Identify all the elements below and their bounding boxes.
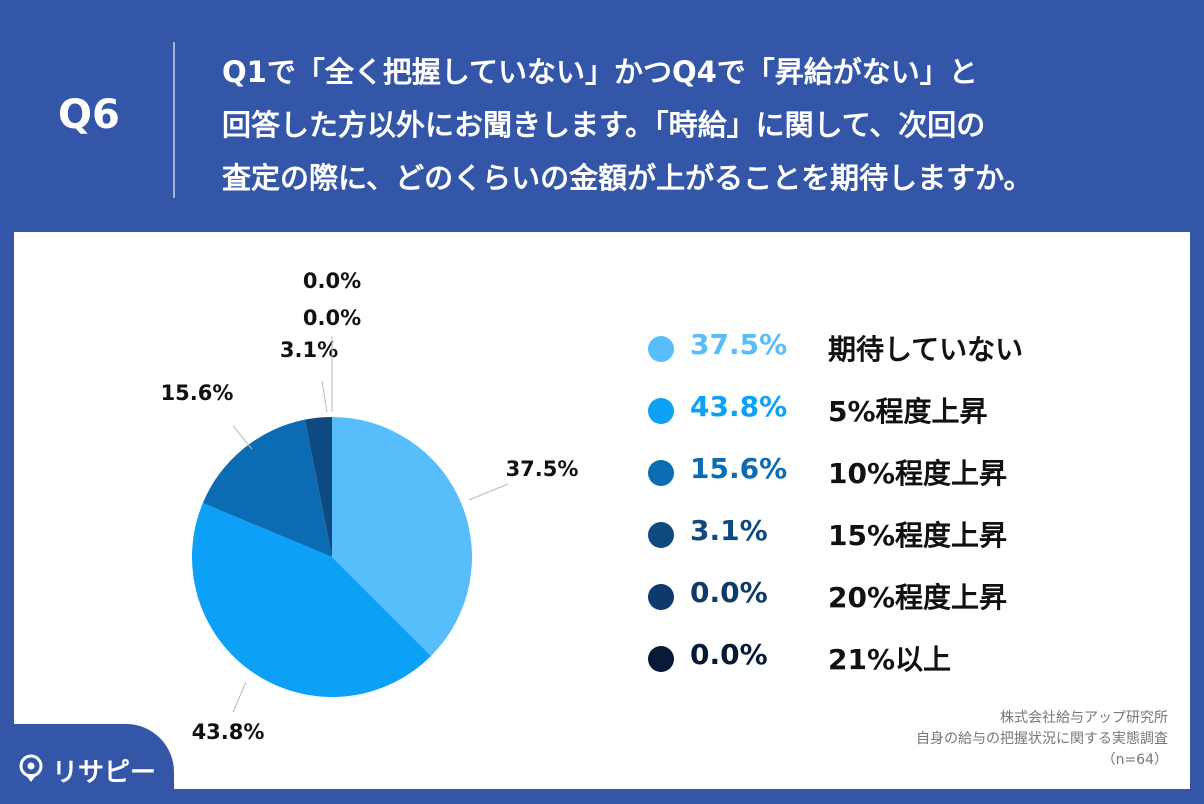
question-line-2: 回答した方以外にお聞きします。「時給」に関して、次回の: [222, 108, 986, 142]
legend-dot: [648, 522, 674, 548]
pie-slice-5pct: [192, 503, 431, 697]
data-label-21pct-plus: 0.0%: [303, 269, 361, 293]
legend-dot: [648, 336, 674, 362]
leader-line-15pct: [321, 380, 328, 413]
data-label-no-expectation: 37.5%: [506, 457, 579, 481]
legend-percent: 37.5%: [690, 328, 788, 361]
legend-percent: 43.8%: [690, 390, 788, 423]
legend-label: 10%程度上昇: [828, 457, 1008, 490]
legend-label: 期待していない: [828, 333, 1024, 366]
legend-dot: [648, 460, 674, 486]
source-survey: 自身の給与の把握状況に関する実態調査: [916, 731, 1168, 747]
legend-percent: 0.0%: [690, 576, 768, 609]
source-note: 株式会社給与アップ研究所 自身の給与の把握状況に関する実態調査 （n=64）: [916, 708, 1168, 771]
pie-slice-10pct: [202, 419, 332, 557]
pie-slice-15pct: [304, 417, 332, 557]
question-line-1: Q1で「全く把握していない」かつQ4で「昇給がない」と: [222, 55, 978, 89]
data-label-5pct: 43.8%: [192, 720, 265, 744]
legend-dot: [648, 646, 674, 672]
leader-line-5pct: [232, 681, 247, 713]
legend-label: 21%以上: [828, 643, 952, 676]
data-label-10pct: 15.6%: [161, 381, 234, 405]
brand-name: リサピー: [52, 758, 157, 788]
legend-label: 20%程度上昇: [828, 581, 1008, 614]
pie-slice-no-expectation: [332, 417, 472, 656]
sample-size: （n=64）: [1101, 752, 1168, 768]
brand-logo: リサピー: [0, 724, 174, 804]
legend-dot: [648, 584, 674, 610]
leader-line-10pct: [232, 425, 253, 450]
question-number: Q6: [58, 92, 120, 138]
header-divider: [173, 42, 175, 198]
legend-label: 5%程度上昇: [828, 395, 988, 428]
source-company: 株式会社給与アップ研究所: [1000, 710, 1168, 726]
legend-percent: 3.1%: [690, 514, 768, 547]
pie-chart: 37.5% 43.8% 15.6% 3.1% 0.0% 0.0%: [161, 269, 579, 744]
legend-percent: 0.0%: [690, 638, 768, 671]
leader-line-no-expectation: [468, 483, 509, 501]
question-line-3: 査定の際に、どのくらいの金額が上がることを期待しますか。: [222, 161, 1033, 195]
data-label-20pct: 0.0%: [303, 306, 361, 330]
legend-label: 15%程度上昇: [828, 519, 1008, 552]
legend-percent: 15.6%: [690, 452, 788, 485]
question-text: Q1で「全く把握していない」かつQ4で「昇給がない」と 回答した方以外にお聞きし…: [222, 46, 1182, 205]
data-label-15pct: 3.1%: [280, 338, 338, 362]
header: Q6 Q1で「全く把握していない」かつQ4で「昇給がない」と 回答した方以外にお…: [0, 0, 1204, 232]
chart-panel: 37.5% 43.8% 15.6% 3.1% 0.0% 0.0% 37.5% 期待していな…: [14, 232, 1190, 789]
legend-dot: [648, 398, 674, 424]
pin-logo-icon: [19, 754, 43, 782]
